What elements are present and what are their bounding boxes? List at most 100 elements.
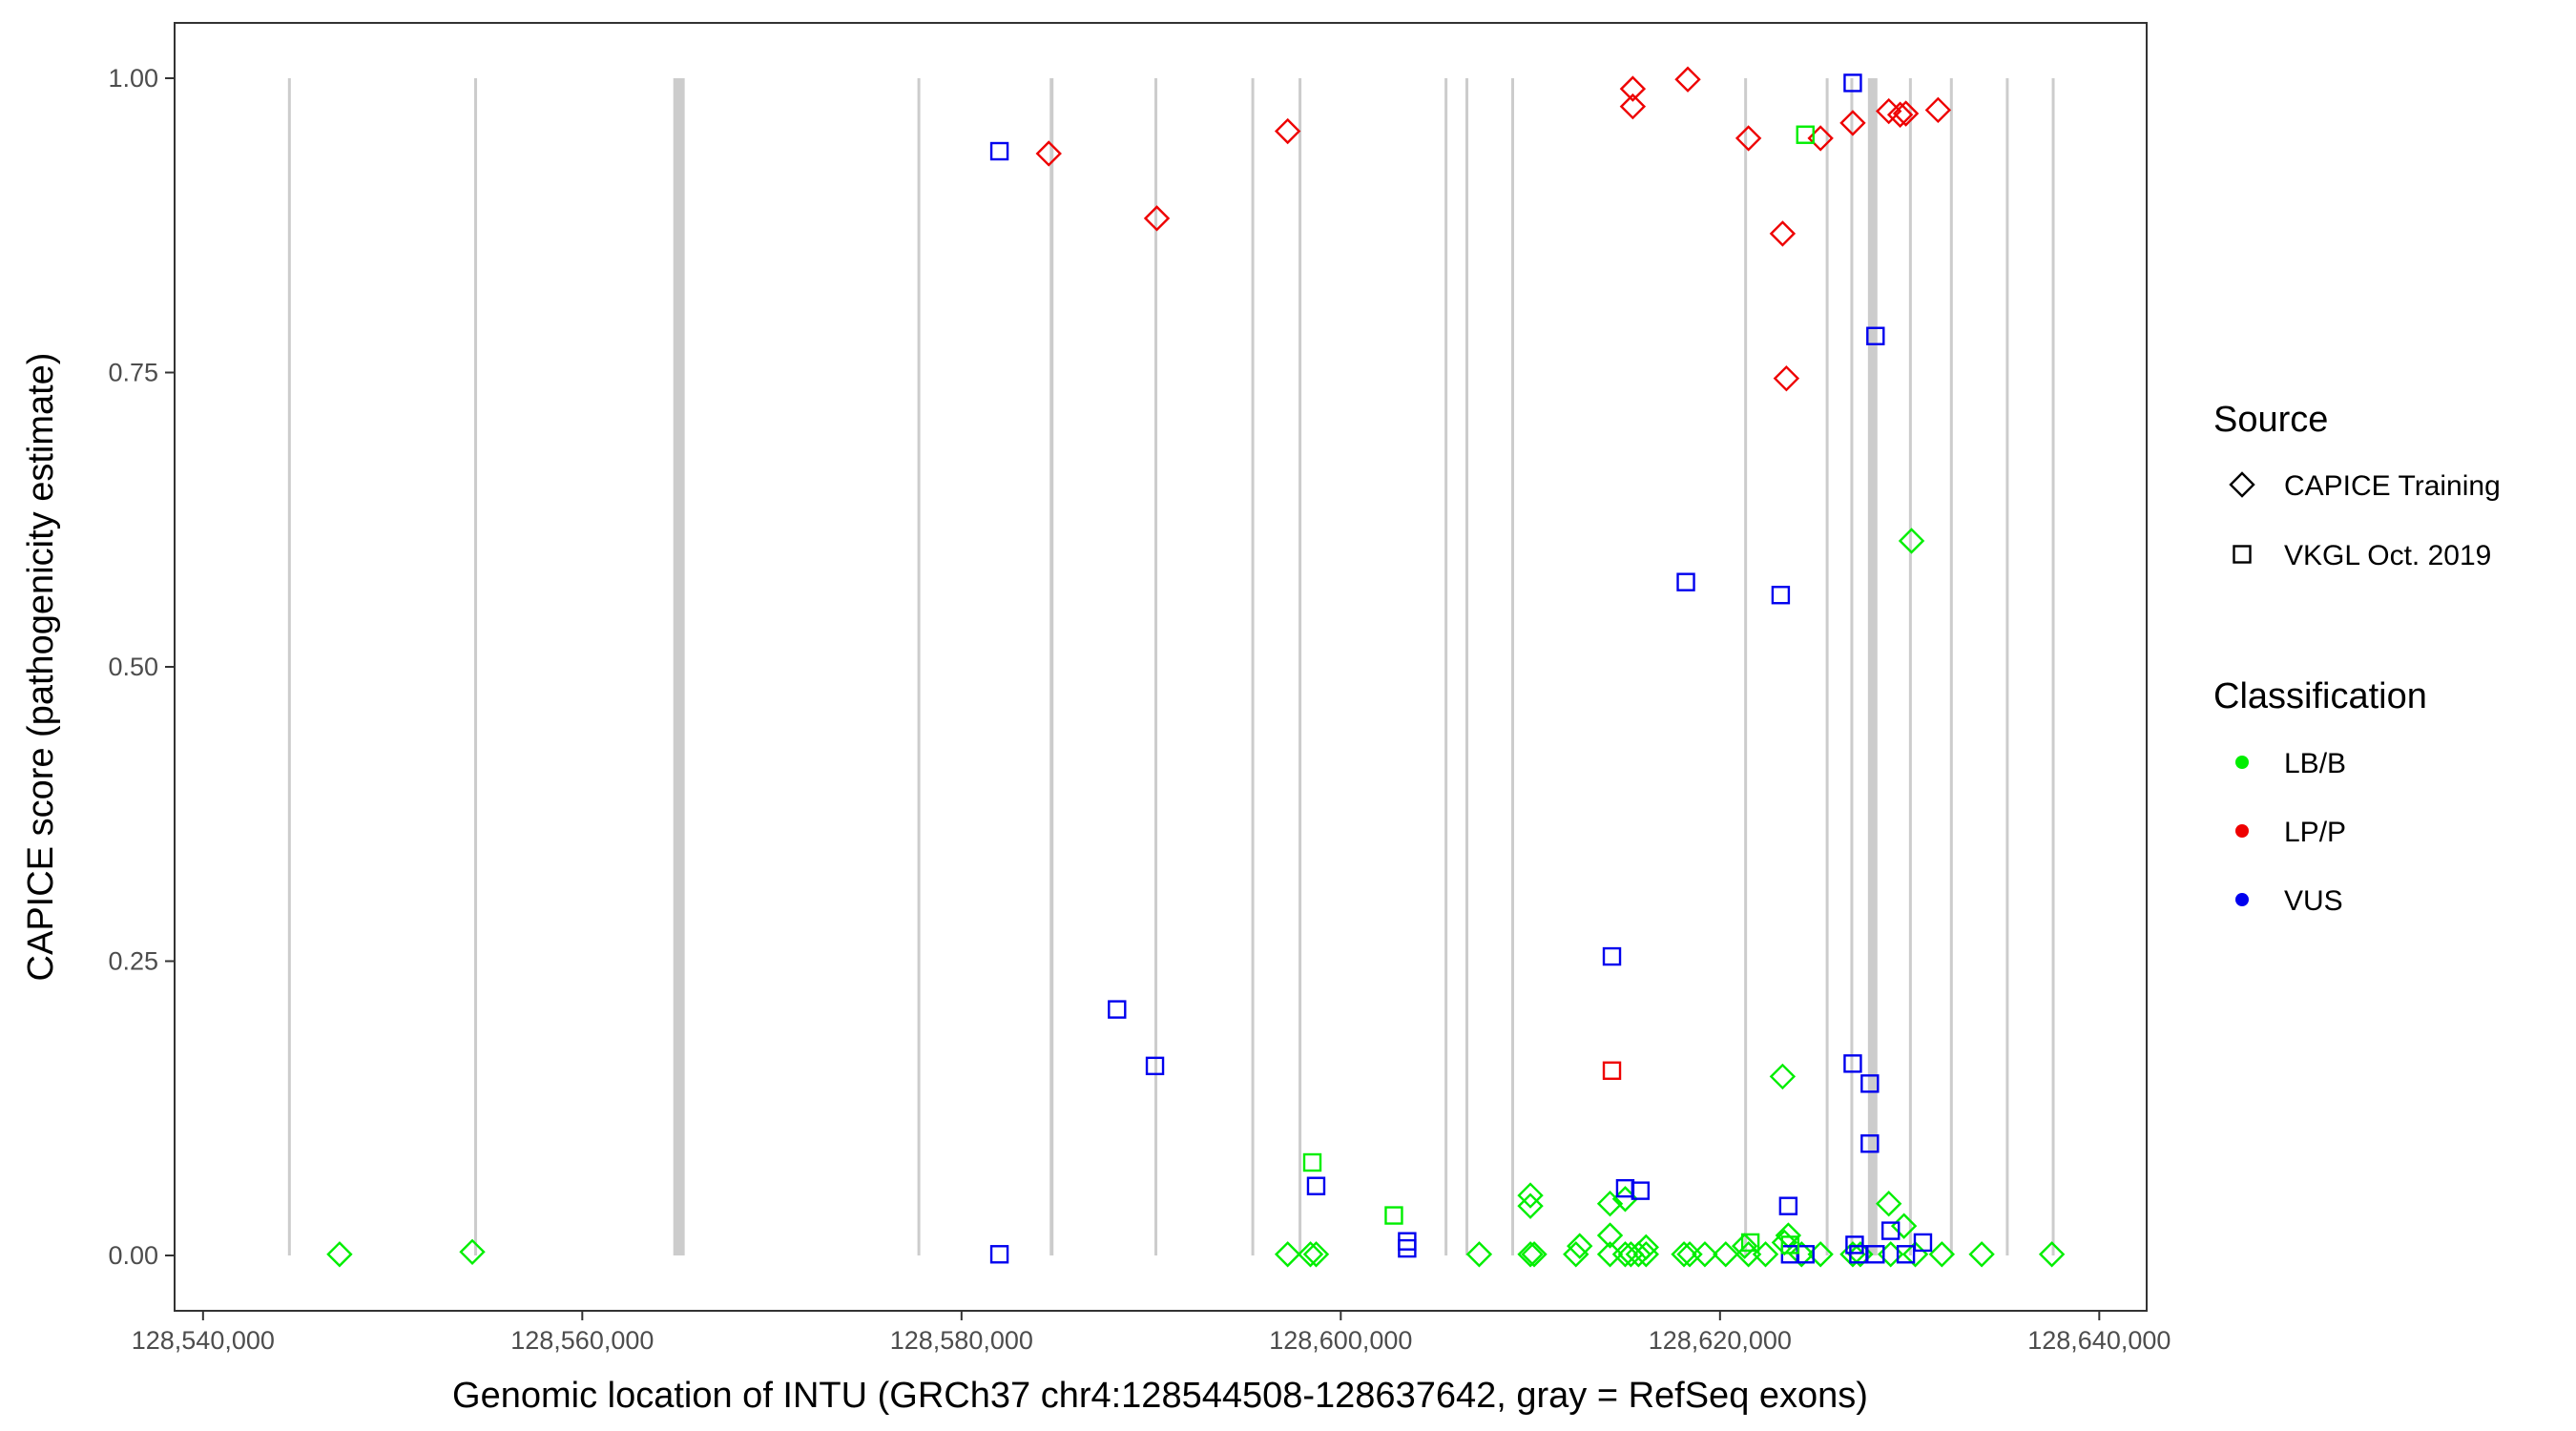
x-tick-label: 128,640,000 xyxy=(2027,1326,2171,1355)
capice-lbb-point xyxy=(1596,1191,1624,1217)
vkgl-vus-point xyxy=(1860,1074,1880,1093)
vkgl-lbb-point xyxy=(1780,1235,1800,1255)
vkgl-vus-point xyxy=(1866,326,1885,345)
capice-lbb-point xyxy=(1731,1233,1758,1259)
capice-lbb-point xyxy=(1517,1192,1544,1219)
vkgl-vus-point xyxy=(1602,946,1622,966)
vkgl-vus-point xyxy=(1306,1176,1326,1195)
exon-band-14 xyxy=(1850,78,1854,1255)
legend-dot-vus xyxy=(2235,893,2249,906)
exon-band-13 xyxy=(1825,78,1829,1255)
y-tick-label: 1.00 xyxy=(108,64,158,93)
capice-lpp-point xyxy=(1143,205,1171,232)
exon-band-18 xyxy=(2005,78,2009,1255)
x-tick-label: 128,620,000 xyxy=(1649,1326,1792,1355)
legend-class-label-lpp: LP/P xyxy=(2284,817,2346,848)
vkgl-vus-point xyxy=(1866,1245,1885,1264)
x-axis: 128,540,000 128,560,000 128,580,000 128,600… xyxy=(132,1311,2171,1355)
vkgl-vus-point xyxy=(1845,1235,1864,1255)
capice-lpp-point xyxy=(1892,100,1920,127)
capice-lbb-point xyxy=(1968,1241,1995,1268)
capice-lbb-point xyxy=(1302,1241,1330,1268)
exon-band-10 xyxy=(1465,78,1468,1255)
vkgl-vus-point xyxy=(1676,572,1695,591)
capice-lbb-point xyxy=(1876,1191,1902,1217)
vkgl-lbb-point xyxy=(1796,125,1815,144)
vkgl-vus-point xyxy=(1913,1233,1933,1253)
vkgl-vus-point xyxy=(1880,1221,1901,1240)
capice-lpp-point xyxy=(1886,101,1914,128)
capice-lpp-point xyxy=(1619,93,1647,120)
capice-lpp-point xyxy=(1773,364,1800,392)
x-tick-label: 128,600,000 xyxy=(1269,1326,1412,1355)
y-tick-label: 0.25 xyxy=(108,947,158,976)
vkgl-lpp-point xyxy=(1602,1061,1622,1080)
exon-band-layer xyxy=(287,78,2055,1255)
capice-lbb-point xyxy=(1563,1241,1589,1268)
vkgl-lbb-point xyxy=(1302,1152,1322,1172)
vkgl-vus-point xyxy=(989,1245,1009,1264)
exon-band-7 xyxy=(1251,78,1255,1255)
vkgl-vus-point xyxy=(1631,1181,1651,1200)
legend-class-keys xyxy=(2235,756,2249,906)
legend-source-title: Source xyxy=(2213,400,2328,440)
capice-lbb-point xyxy=(1671,1241,1697,1268)
x-tick-label: 128,560,000 xyxy=(510,1326,654,1355)
legend: Source CAPICE Training VKGL Oct. 2019 Cl… xyxy=(2213,400,2501,917)
capice-lbb-point xyxy=(1517,1182,1544,1209)
vkgl-vus-point xyxy=(1145,1056,1165,1076)
data-point-layer xyxy=(326,66,2066,1268)
capice-lbb-point xyxy=(1596,1222,1624,1249)
capice-lbb-point xyxy=(1898,528,1925,554)
exon-band-15 xyxy=(1867,78,1878,1255)
capice-lpp-point xyxy=(1619,75,1647,102)
capice-lbb-point xyxy=(1297,1241,1324,1268)
exon-band-19 xyxy=(2051,78,2055,1255)
legend-dot-lpp xyxy=(2235,824,2249,838)
y-tick-label: 0.00 xyxy=(108,1241,158,1270)
capice-lbb-point xyxy=(1769,1063,1797,1090)
capice-lbb-point xyxy=(2038,1241,2066,1268)
capice-lpp-point xyxy=(1769,220,1797,247)
legend-class-label-vus: VUS xyxy=(2284,885,2343,917)
exon-band-3 xyxy=(673,78,685,1255)
capice-lpp-point xyxy=(1674,66,1701,93)
legend-dot-lbb xyxy=(2235,756,2249,769)
legend-source-label-vkgl: VKGL Oct. 2019 xyxy=(2284,540,2491,571)
capice-lbb-point xyxy=(1611,1241,1639,1268)
x-tick-label: 128,540,000 xyxy=(132,1326,275,1355)
capice-lbb-point xyxy=(1632,1234,1659,1261)
vkgl-vus-point xyxy=(1796,1245,1815,1264)
exon-band-12 xyxy=(1744,78,1748,1255)
legend-diamond-icon xyxy=(2229,471,2255,498)
legend-class-label-lbb: LB/B xyxy=(2284,748,2346,779)
capice-lpp-point xyxy=(1924,96,1952,124)
vkgl-vus-point xyxy=(1860,1134,1880,1153)
vkgl-vus-point xyxy=(1108,1000,1127,1019)
capice-lbb-point xyxy=(1692,1241,1718,1268)
vkgl-vus-point xyxy=(1771,586,1791,605)
legend-source-label-capice: CAPICE Training xyxy=(2284,470,2501,502)
capice-lbb-point xyxy=(1928,1241,1956,1268)
exon-band-16 xyxy=(1908,78,1912,1255)
capice-lbb-point xyxy=(1713,1241,1739,1268)
capice-lbb-point xyxy=(326,1241,353,1268)
legend-square-icon xyxy=(2233,545,2252,564)
legend-classification-title: Classification xyxy=(2213,676,2427,716)
capice-lbb-point xyxy=(1465,1241,1493,1268)
capice-lpp-point xyxy=(1839,110,1866,136)
y-axis: 0.00 0.25 0.50 0.75 1.00 xyxy=(108,64,175,1270)
exon-band-17 xyxy=(1949,78,1953,1255)
y-axis-title: CAPICE score (pathogenicity estimate) xyxy=(21,353,61,982)
capice-lbb-point xyxy=(1839,1241,1866,1268)
legend-source-keys xyxy=(2229,471,2255,564)
capice-lbb-point xyxy=(1274,1241,1301,1268)
capice-lbb-point xyxy=(1788,1241,1815,1268)
capice-lbb-point xyxy=(459,1238,486,1265)
x-axis-title: Genomic location of INTU (GRCh37 chr4:12… xyxy=(452,1376,1868,1416)
vkgl-vus-point xyxy=(1896,1245,1916,1264)
vkgl-lbb-point xyxy=(1384,1206,1403,1225)
capice-lbb-point xyxy=(1567,1233,1593,1259)
